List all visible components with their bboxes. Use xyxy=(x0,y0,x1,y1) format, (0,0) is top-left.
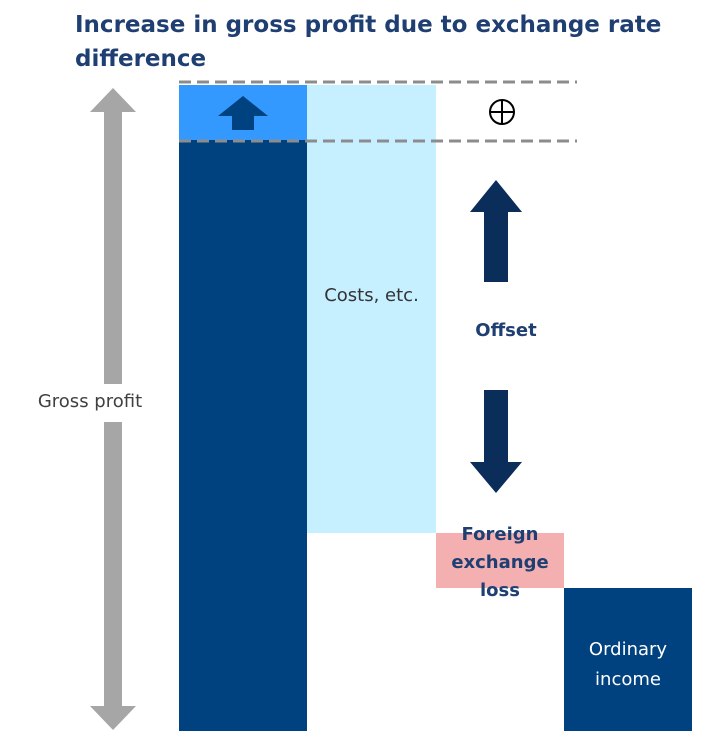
offset-label: Offset xyxy=(475,320,537,341)
fx-loss-bar xyxy=(436,533,564,588)
title: Increase in gross profit due to exchange… xyxy=(75,12,662,72)
increase-arrow xyxy=(218,96,268,130)
gross-profit-arrow-bottom xyxy=(90,422,136,730)
fx-loss-label: Foreign exchange loss xyxy=(451,524,549,601)
costs-bar xyxy=(307,85,436,533)
gross-profit-arrow-top xyxy=(90,88,136,384)
gross-profit-bar xyxy=(179,140,307,731)
offset-arrow-down xyxy=(470,390,522,493)
ordinary-income-bar xyxy=(564,588,692,731)
ordinary-income-label: Ordinary income xyxy=(588,639,668,690)
gross-profit-label: Gross profit xyxy=(37,391,143,412)
offset-arrow-up xyxy=(470,180,522,282)
costs-label: Costs, etc. xyxy=(324,285,419,306)
